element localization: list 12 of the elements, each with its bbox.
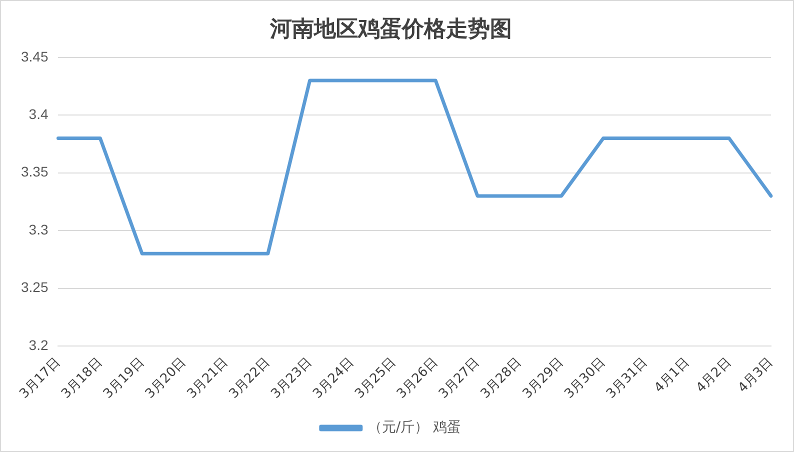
- y-tick-label: 3.3: [28, 221, 48, 238]
- x-tick-label: 4月2日: [694, 355, 734, 396]
- x-tick-label: 3月31日: [604, 355, 650, 402]
- x-tick-label: 4月1日: [652, 355, 692, 396]
- y-tick-label: 3.25: [21, 279, 48, 296]
- x-tick-label: 4月3日: [736, 355, 776, 396]
- legend-label: （元/斤） 鸡蛋: [368, 420, 462, 436]
- y-tick-label: 3.2: [28, 336, 48, 353]
- y-tick-label: 3.35: [21, 164, 48, 180]
- y-tick-label: 3.45: [21, 48, 48, 64]
- y-tick-label: 3.4: [28, 106, 48, 122]
- chart-title: 河南地区鸡蛋价格走势图: [269, 16, 512, 42]
